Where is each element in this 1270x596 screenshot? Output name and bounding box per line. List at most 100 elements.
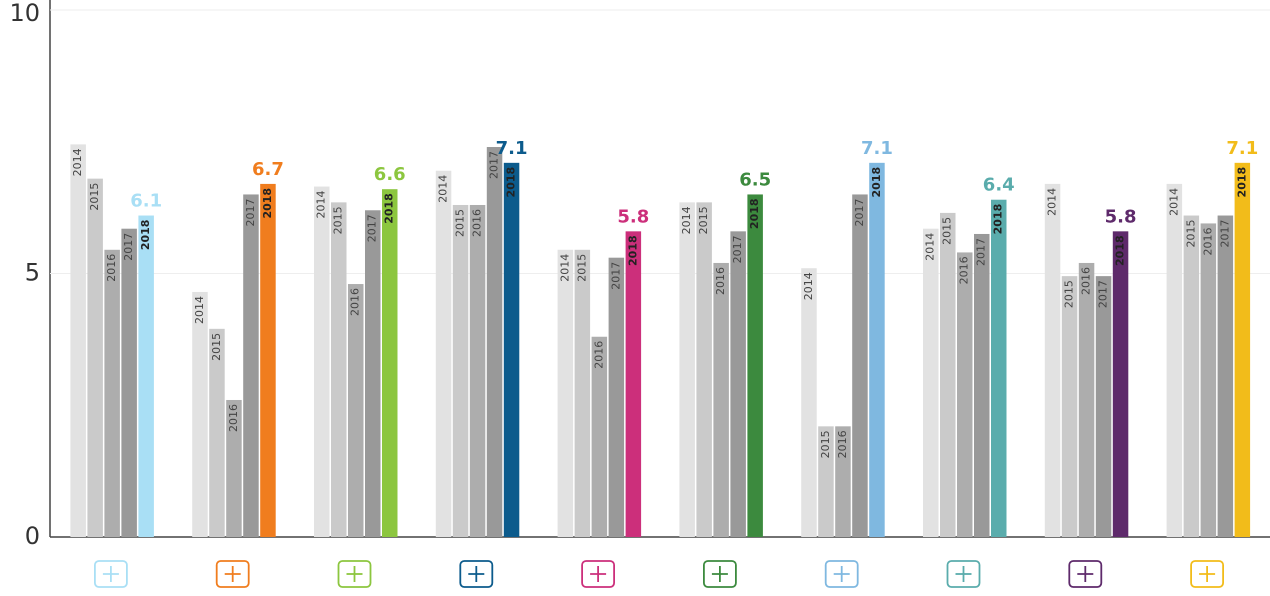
bar bbox=[1166, 183, 1183, 537]
bar-year-label: 2018 bbox=[505, 167, 518, 198]
bar bbox=[486, 147, 503, 537]
bar bbox=[70, 144, 86, 537]
bar-year-label: 2016 bbox=[836, 430, 849, 458]
value-label: 5.8 bbox=[1105, 206, 1137, 227]
category-icon bbox=[703, 560, 737, 588]
bar bbox=[608, 257, 625, 537]
bar-year-label: 2016 bbox=[471, 209, 484, 237]
category-icon bbox=[1068, 560, 1103, 588]
icon-body bbox=[337, 560, 372, 588]
bar bbox=[1095, 276, 1112, 537]
bar bbox=[730, 231, 746, 537]
bar bbox=[382, 189, 398, 537]
icon-body bbox=[1190, 560, 1224, 588]
bar-year-label: 2016 bbox=[1201, 227, 1214, 255]
bar bbox=[835, 426, 851, 537]
category-icon bbox=[581, 560, 615, 588]
bar bbox=[713, 262, 729, 537]
bar bbox=[452, 204, 469, 538]
icon-body bbox=[215, 560, 250, 588]
category-icon bbox=[459, 560, 494, 588]
category-icon bbox=[337, 560, 372, 588]
icon-body bbox=[459, 560, 494, 588]
value-label: 6.4 bbox=[983, 175, 1015, 196]
bar-year-label: 2018 bbox=[139, 220, 152, 251]
bar-year-label: 2015 bbox=[697, 206, 710, 234]
bar-year-label: 2014 bbox=[1046, 188, 1059, 216]
bar bbox=[801, 268, 817, 537]
bar-year-label: 2014 bbox=[802, 272, 815, 300]
bar-year-label: 2016 bbox=[105, 254, 118, 282]
bar bbox=[104, 249, 120, 537]
bar-year-label: 2018 bbox=[992, 204, 1005, 235]
bar-year-label: 2016 bbox=[714, 267, 727, 295]
bar bbox=[696, 202, 712, 538]
bar bbox=[747, 194, 763, 537]
bar bbox=[1078, 262, 1095, 537]
bar bbox=[818, 426, 834, 537]
y-tick-label: 5 bbox=[25, 259, 40, 287]
bar-year-label: 2014 bbox=[193, 296, 206, 324]
bar bbox=[923, 228, 939, 537]
value-label: 6.5 bbox=[739, 169, 771, 190]
bar bbox=[1217, 215, 1234, 537]
bar bbox=[974, 233, 990, 537]
bar bbox=[87, 178, 103, 537]
bar-year-label: 2015 bbox=[210, 333, 223, 361]
bar bbox=[957, 252, 973, 538]
bar-year-label: 2016 bbox=[592, 341, 605, 369]
category-icon bbox=[1190, 560, 1224, 588]
bar bbox=[1044, 183, 1061, 537]
bar bbox=[991, 199, 1007, 537]
bar bbox=[852, 194, 868, 537]
bar-year-label: 2018 bbox=[870, 167, 883, 198]
icon-body bbox=[94, 560, 128, 588]
bar bbox=[1183, 215, 1200, 537]
icon-body bbox=[946, 560, 981, 588]
bar bbox=[1061, 276, 1078, 537]
bar-year-label: 2016 bbox=[1080, 267, 1093, 295]
bar bbox=[591, 336, 608, 537]
bar-year-label: 2016 bbox=[349, 288, 362, 316]
value-label: 7.1 bbox=[496, 138, 528, 159]
bar bbox=[365, 210, 381, 537]
bar-year-label: 2018 bbox=[1114, 235, 1127, 266]
bar-year-label: 2018 bbox=[261, 188, 274, 219]
bar bbox=[209, 328, 225, 537]
bar-year-label: 2015 bbox=[332, 206, 345, 234]
y-tick-label: 0 bbox=[25, 522, 40, 550]
value-label: 7.1 bbox=[1226, 138, 1258, 159]
bar bbox=[226, 399, 242, 537]
bar-year-label: 2017 bbox=[1218, 220, 1231, 248]
category-icon bbox=[946, 560, 981, 588]
bar bbox=[625, 231, 642, 537]
bar bbox=[314, 186, 330, 538]
bar bbox=[243, 194, 259, 537]
bar-year-label: 2018 bbox=[748, 198, 761, 229]
value-label: 6.6 bbox=[374, 164, 406, 185]
value-label: 5.8 bbox=[617, 206, 649, 227]
bar-year-label: 2018 bbox=[383, 193, 396, 224]
bar-year-label: 2014 bbox=[558, 254, 571, 282]
value-label: 6.7 bbox=[252, 159, 284, 180]
value-label: 6.1 bbox=[130, 191, 162, 212]
bar-year-label: 2017 bbox=[488, 151, 501, 179]
bar-year-label: 2015 bbox=[88, 183, 101, 211]
bar bbox=[260, 183, 276, 537]
bar bbox=[138, 215, 154, 537]
category-icon bbox=[824, 560, 859, 588]
bar bbox=[574, 249, 591, 537]
bar bbox=[1112, 231, 1129, 537]
bar-year-label: 2015 bbox=[575, 254, 588, 282]
bar-year-label: 2017 bbox=[244, 198, 257, 226]
bar-year-label: 2015 bbox=[1184, 220, 1197, 248]
bar-year-label: 2017 bbox=[1097, 280, 1110, 308]
bar-year-label: 2017 bbox=[731, 235, 744, 263]
bar-year-label: 2014 bbox=[71, 148, 84, 176]
bar-year-label: 2016 bbox=[227, 404, 240, 432]
icon-body bbox=[703, 560, 737, 588]
bar bbox=[869, 162, 885, 537]
bar-year-label: 2015 bbox=[819, 430, 832, 458]
bar-year-label: 2017 bbox=[122, 233, 135, 261]
